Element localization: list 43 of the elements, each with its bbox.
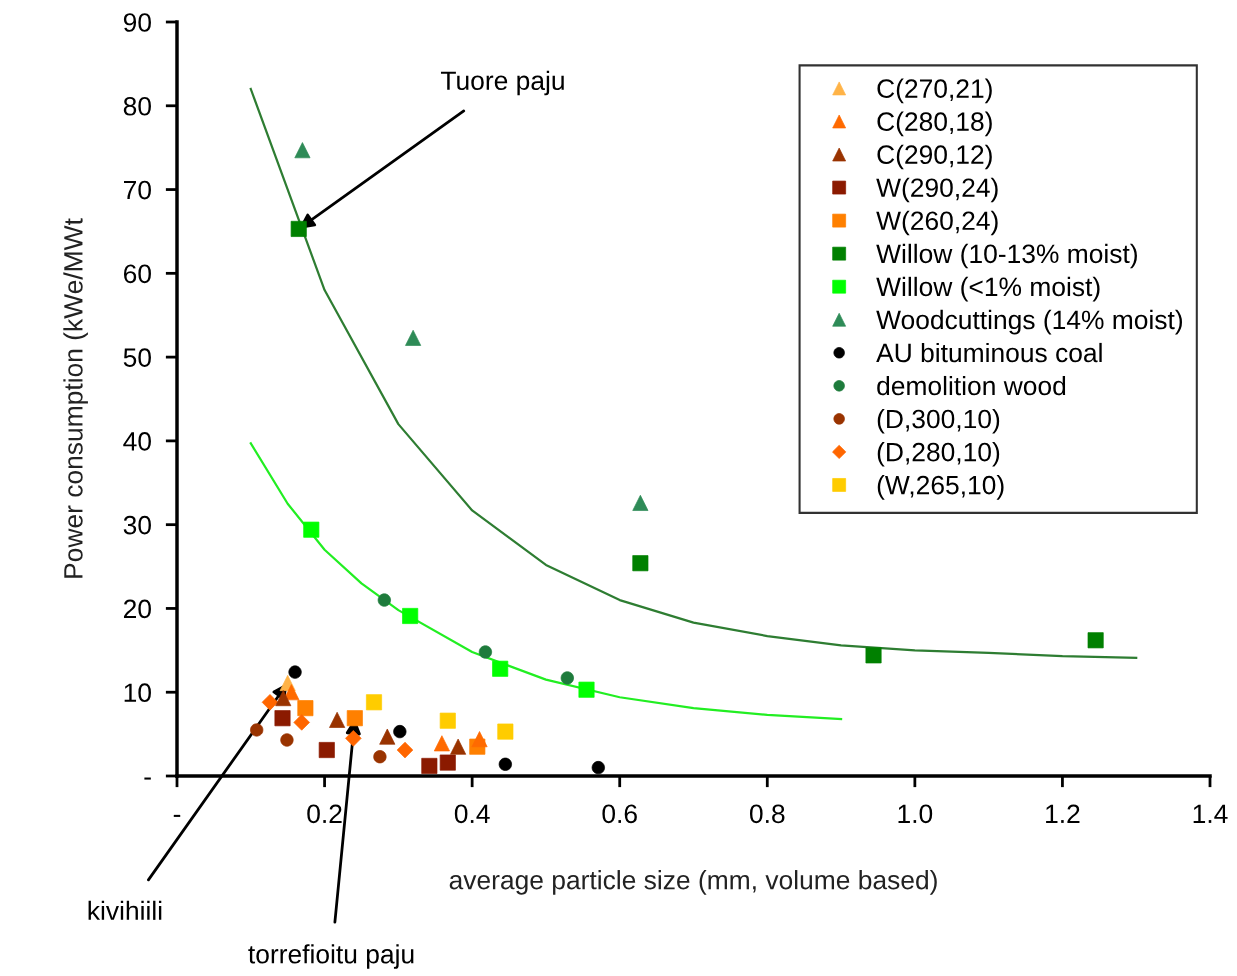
y-tick-label: - [144,777,151,780]
y-tick-label: 10 [124,683,151,703]
x-axis-title: average particle size (mm, volume based) [449,870,937,895]
x-tick-label: - [173,814,181,817]
y-tick-label: 90 [123,13,151,32]
y-tick-label: 50 [123,348,151,367]
y-tick-label: 70 [124,180,151,200]
y-tick-label: 30 [123,515,151,535]
line-series [249,442,843,721]
legend-label: AU bituminous coal [876,342,1102,363]
legend-label: W(260,24) [876,210,998,236]
legend-label: Willow (<1% moist) [876,276,1100,302]
legend-label: demolition wood [877,375,1066,396]
legend-label: W(290,24) [876,177,998,203]
legend-label: C(290,12) [877,144,992,170]
point [294,142,311,159]
point [261,694,279,711]
y-axis-title: Power consumption (kWe/MWt [63,218,88,578]
annotation: torrefioitu paju [248,944,414,969]
x-tick-label: 1.4 [1193,804,1228,823]
x-tick-label: 0.8 [749,804,785,824]
annotation: Tuore paju [440,70,564,96]
point [290,220,307,237]
y-tick-label: 60 [123,264,151,284]
legend-label: Willow (10-13% moist) [876,243,1137,269]
x-tick-label: 0.2 [307,804,342,824]
point [433,735,450,752]
x-tick-label: 0.6 [602,804,637,824]
y-tick-label: 20 [123,599,151,619]
point [275,690,292,707]
legend-label: C(280,18) [877,111,992,137]
x-tick-label: 1.0 [898,804,933,824]
legend-label: Woodcuttings (14% moist) [876,309,1182,335]
legend-label: C(270,21) [877,78,992,104]
annotation: kivihiili [88,900,162,920]
legend-label: (W,265,10) [877,475,1004,500]
legend-label: (D,280,10) [877,442,1000,467]
x-tick-label: 0.4 [454,804,490,824]
y-tick-label: 40 [123,432,151,451]
x-tick-label: 1.2 [1046,804,1080,823]
point [366,694,382,711]
y-tick-label: 80 [123,96,151,116]
legend-label: (D,300,10) [877,408,1000,434]
